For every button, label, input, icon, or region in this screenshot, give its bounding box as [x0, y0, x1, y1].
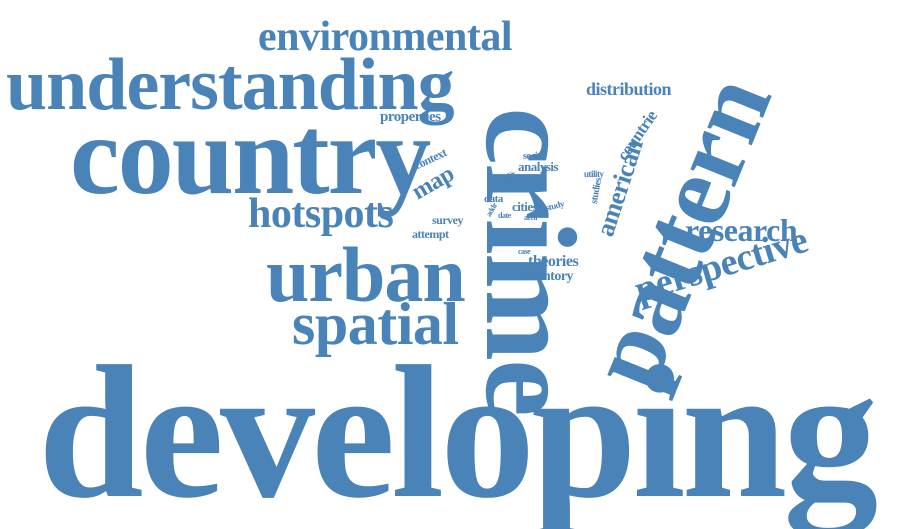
word-hotspots: hotspots [248, 191, 394, 237]
word-date: date [498, 211, 511, 220]
word-data: data [484, 193, 503, 205]
word-properties: properties [380, 109, 441, 125]
word-survey: survey [432, 213, 464, 227]
word-spatial: spatial [292, 291, 459, 357]
word-case: case [518, 247, 531, 256]
word-utility: utility [584, 169, 604, 179]
word-urban: urban [266, 231, 466, 318]
word-theories: theories [528, 253, 579, 270]
word-inventory: inventory [520, 269, 574, 284]
word-environmental: environmental [258, 14, 513, 60]
word-research: research [685, 212, 798, 248]
word-attempt: attempt [412, 227, 449, 241]
word-social: social [523, 151, 544, 162]
word-analysis: analysis [518, 159, 559, 174]
word-distribution: distribution [586, 79, 672, 99]
word-understanding: understanding [6, 44, 455, 126]
word-area: area [524, 213, 537, 222]
word-developing: developing [38, 328, 878, 529]
word-cities: cities [512, 199, 538, 214]
word-country: country [70, 94, 431, 218]
